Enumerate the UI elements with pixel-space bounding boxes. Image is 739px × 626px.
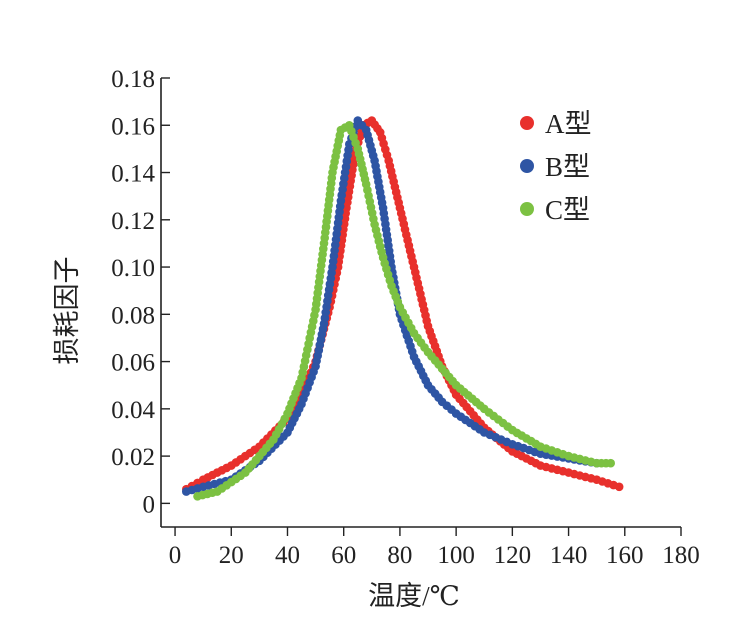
legend-marker	[520, 202, 534, 216]
data-point	[614, 482, 624, 492]
x-tick-label: 160	[606, 542, 644, 569]
x-axis-title: 温度/℃	[368, 581, 460, 611]
legend-item-1: A型	[520, 109, 592, 139]
x-tick-label: 60	[331, 542, 356, 569]
x-tick-label: 120	[494, 542, 532, 569]
x-tick-label: 0	[169, 542, 182, 569]
x-tick-label: 180	[662, 542, 700, 569]
legend-marker	[520, 159, 534, 173]
y-tick-label: 0	[143, 491, 156, 518]
y-tick-label: 0.08	[111, 302, 155, 329]
y-tick-label: 0.02	[111, 444, 155, 471]
legend-item-2: B型	[520, 152, 590, 182]
y-tick-label: 0.18	[111, 66, 155, 93]
y-tick-label: 0.12	[111, 208, 155, 235]
y-axis-title: 损耗因子	[52, 257, 82, 365]
legend-label: C型	[545, 195, 590, 225]
legend-item-3: C型	[520, 195, 590, 225]
x-tick-label: 100	[437, 542, 475, 569]
series-3	[193, 121, 615, 501]
legend-label: A型	[545, 109, 592, 139]
legend-label: B型	[545, 152, 590, 182]
plot-area	[182, 116, 624, 501]
axes: 0 20 40 60 80 100 120 140 160 180 0 0.02 0.04 0.06 0.0…	[111, 66, 700, 569]
y-tick-label: 0.06	[111, 350, 155, 377]
y-tick-label: 0.04	[111, 397, 155, 424]
x-tick-label: 40	[275, 542, 300, 569]
legend-marker	[520, 116, 534, 130]
y-tick-label: 0.16	[111, 113, 155, 140]
y-tick-label: 0.14	[111, 161, 155, 188]
x-tick-label: 20	[219, 542, 244, 569]
data-point	[606, 458, 615, 468]
y-tick-label: 0.10	[111, 255, 155, 282]
legend: A型 B型 C型	[520, 109, 592, 225]
x-tick-label: 140	[550, 542, 588, 569]
x-tick-label: 80	[387, 542, 412, 569]
